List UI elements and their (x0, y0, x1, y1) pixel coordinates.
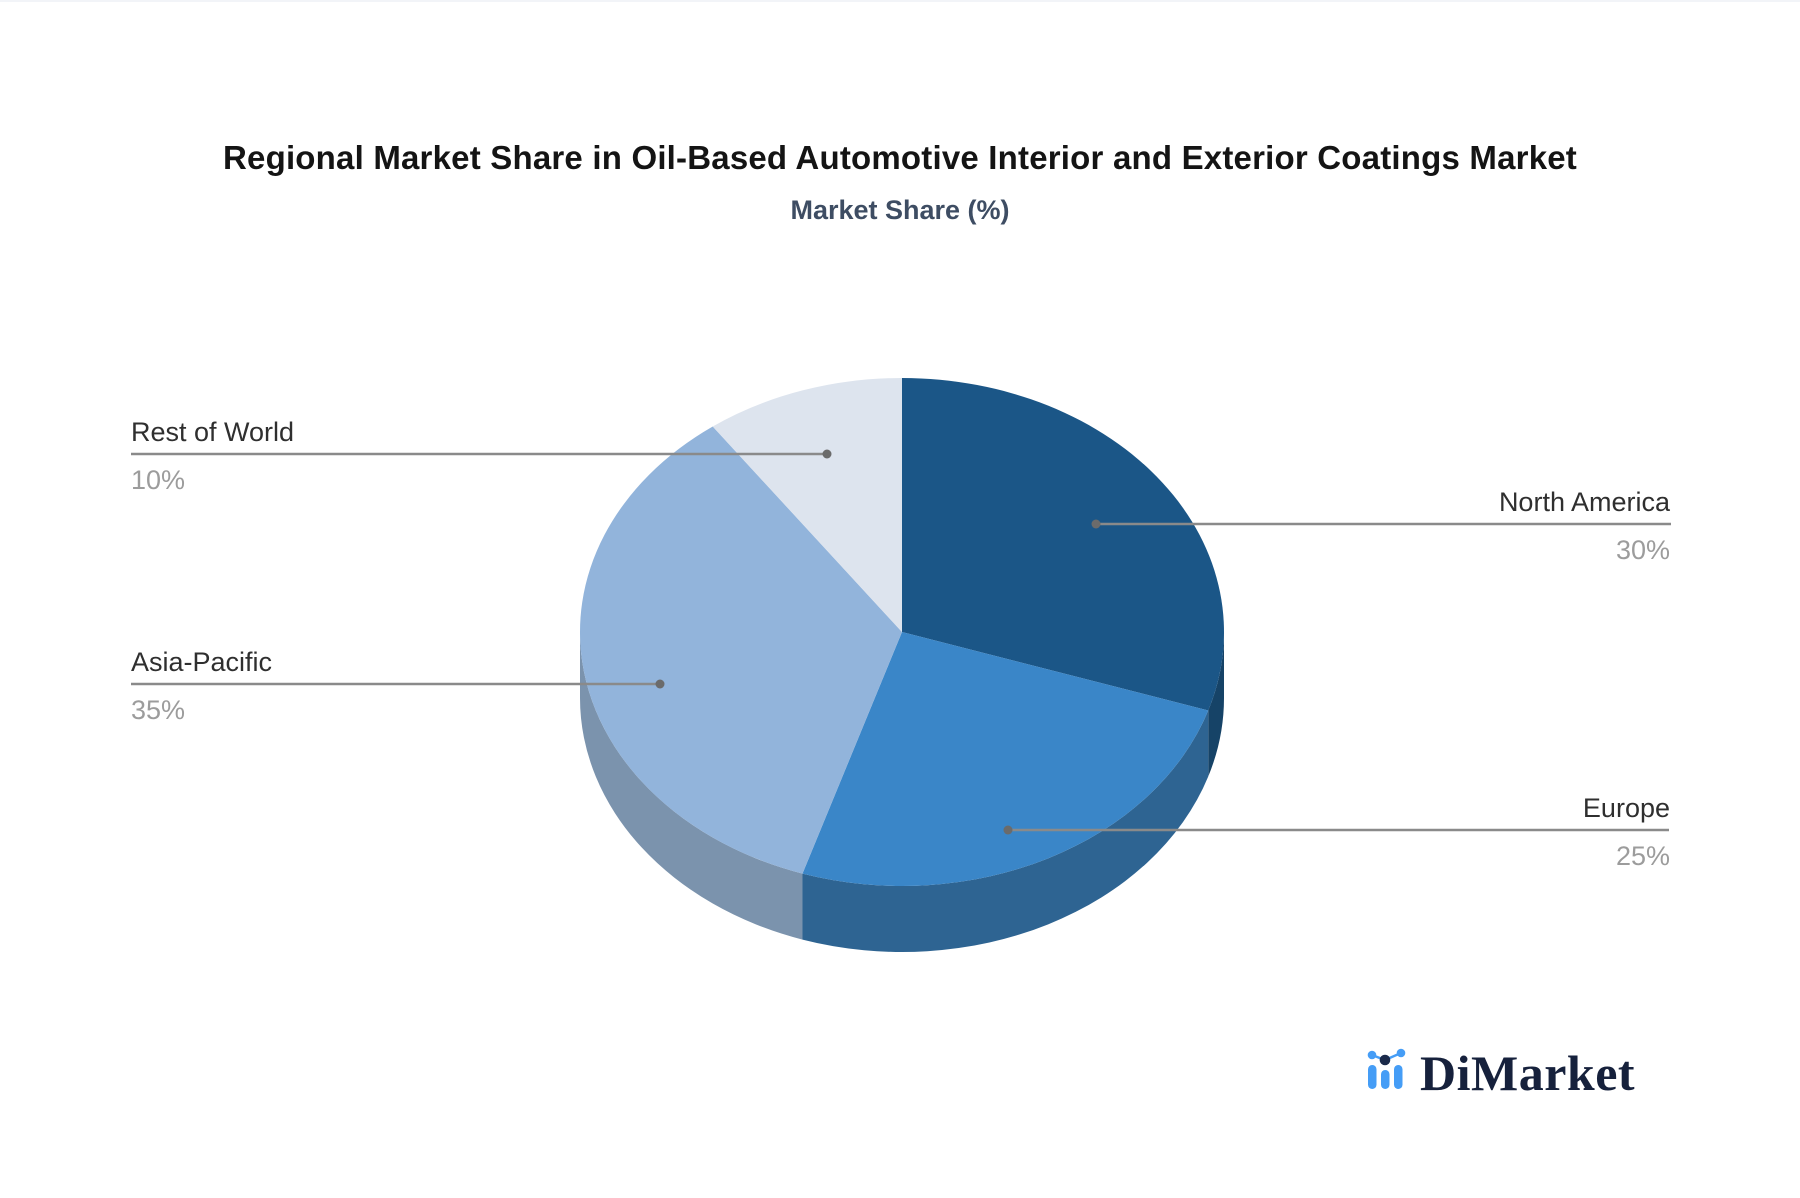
slice-label-north-america: North America (1498, 487, 1670, 517)
leader-dot-asia-pacific (655, 679, 665, 689)
leader-dot-rest-of-world (822, 449, 832, 459)
slice-value-north-america: 30% (1615, 535, 1670, 565)
slice-label-rest-of-world: Rest of World (131, 417, 295, 447)
chart-subtitle: Market Share (%) (790, 195, 1010, 225)
pie-slice-rest-of-world[interactable] (712, 378, 902, 632)
slice-label-europe: Europe (1582, 793, 1670, 823)
slice-label-asia-pacific: Asia-Pacific (131, 647, 273, 677)
slice-value-europe: 25% (1615, 841, 1670, 871)
pie-slice-side-north-america (1208, 632, 1224, 777)
bar-chart-trend-icon (1367, 1048, 1406, 1089)
logo-wordmark: DiMarket (1420, 1045, 1636, 1101)
leader-dot-europe (1003, 825, 1013, 835)
pie-slice-asia-pacific[interactable] (580, 426, 902, 874)
pie-slice-side-asia-pacific (580, 632, 803, 940)
slice-value-asia-pacific: 35% (131, 695, 186, 725)
pie-slice-europe[interactable] (802, 632, 1209, 886)
pie-slice-side-europe (802, 710, 1209, 953)
chart-title: Regional Market Share in Oil-Based Autom… (223, 139, 1577, 176)
pie-slice-north-america[interactable] (902, 377, 1225, 711)
leader-dot-north-america (1091, 519, 1101, 529)
slice-value-rest-of-world: 10% (131, 465, 186, 495)
